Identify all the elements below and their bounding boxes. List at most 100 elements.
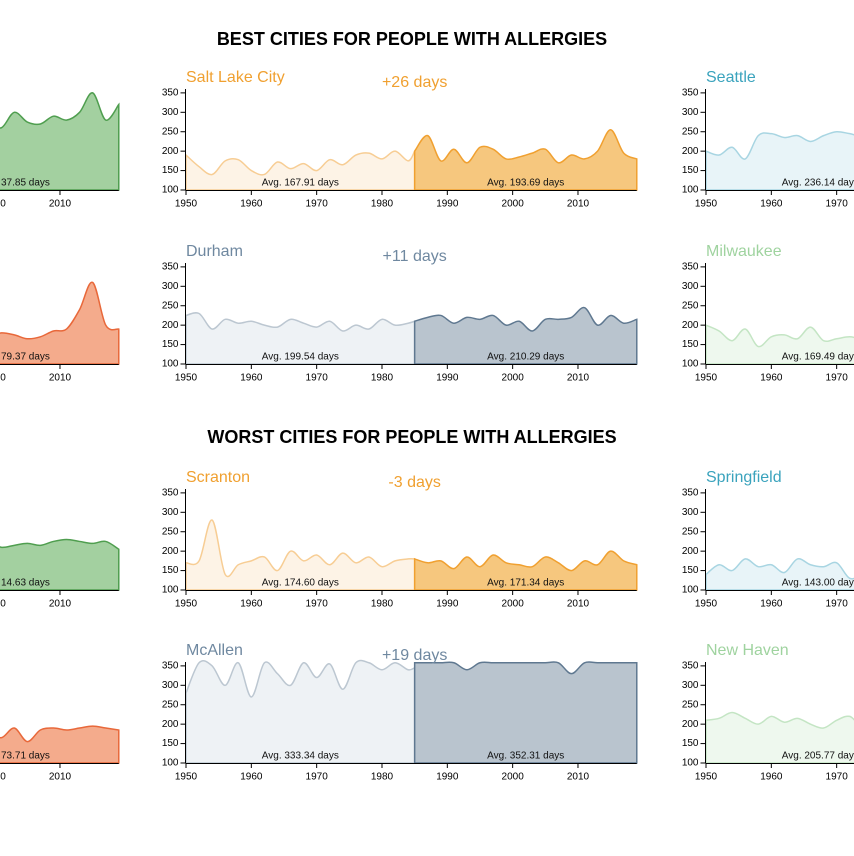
- x-tick-label: 1970: [306, 199, 329, 210]
- x-tick-label: 1980: [371, 772, 394, 783]
- change-label: -3 days: [388, 474, 440, 491]
- y-tick-label: 150: [682, 738, 699, 749]
- avg-label: 37.85 days: [1, 178, 50, 189]
- y-tick-label: 300: [682, 107, 699, 118]
- y-tick-label: 150: [682, 165, 699, 176]
- area-series: [705, 558, 854, 591]
- x-tick-label: 2010: [49, 373, 72, 384]
- x-tick-label: 1970: [826, 599, 849, 610]
- y-tick-label: 200: [682, 546, 699, 557]
- x-tick-label: 2010: [49, 599, 72, 610]
- y-tick-label: 350: [162, 88, 179, 99]
- y-tick-label: 100: [162, 758, 179, 769]
- x-tick-label: 1960: [240, 772, 263, 783]
- x-tick-label: 1950: [695, 599, 718, 610]
- x-tick-label: 2000: [502, 599, 525, 610]
- area-series: [413, 661, 638, 764]
- x-tick-label: 2000: [0, 599, 6, 610]
- y-tick-label: 100: [682, 185, 699, 196]
- area-series: [185, 519, 416, 591]
- avg-label: Avg. 205.77 days: [782, 751, 854, 762]
- y-tick-label: 150: [682, 565, 699, 576]
- section-heading: BEST CITIES FOR PEOPLE WITH ALLERGIES: [217, 29, 607, 49]
- city-name: Milwaukee: [706, 243, 782, 260]
- x-tick-label: 2000: [502, 199, 525, 210]
- avg-label: Avg. 143.00 days: [782, 578, 854, 589]
- y-tick-label: 300: [682, 680, 699, 691]
- avg-label: Avg. 174.60 days: [262, 578, 339, 589]
- x-tick-label: 2010: [567, 772, 590, 783]
- y-tick-label: 350: [162, 262, 179, 273]
- area-series: [0, 281, 120, 365]
- y-tick-label: 250: [682, 300, 699, 311]
- avg-label: Avg. 193.69 days: [487, 178, 564, 189]
- y-tick-label: 100: [162, 185, 179, 196]
- y-tick-label: 150: [162, 339, 179, 350]
- y-tick-label: 100: [682, 758, 699, 769]
- x-tick-label: 1970: [826, 772, 849, 783]
- x-tick-label: 1950: [175, 199, 198, 210]
- city-name: McAllen: [186, 642, 243, 659]
- avg-label: Avg. 333.34 days: [262, 751, 339, 762]
- y-tick-label: 350: [682, 262, 699, 273]
- area-series: [413, 550, 638, 591]
- y-tick-label: 100: [162, 359, 179, 370]
- x-tick-label: 1960: [240, 599, 263, 610]
- x-tick-label: 1960: [240, 373, 263, 384]
- city-name: New Haven: [706, 642, 789, 659]
- avg-label: Avg. 169.49 days: [782, 352, 854, 363]
- y-tick-label: 300: [162, 680, 179, 691]
- x-tick-label: 1970: [826, 373, 849, 384]
- y-tick-label: 350: [162, 661, 179, 672]
- y-tick-label: 350: [682, 661, 699, 672]
- y-tick-label: 100: [682, 585, 699, 596]
- x-tick-label: 1970: [306, 599, 329, 610]
- x-tick-label: 1950: [175, 772, 198, 783]
- city-name: Springfield: [706, 469, 782, 486]
- x-tick-label: 1990: [436, 373, 459, 384]
- x-tick-label: 1960: [760, 599, 783, 610]
- y-tick-label: 200: [162, 320, 179, 331]
- y-tick-label: 200: [682, 719, 699, 730]
- area-series: [185, 312, 416, 365]
- x-tick-label: 2000: [502, 772, 525, 783]
- y-tick-label: 250: [162, 126, 179, 137]
- y-tick-label: 300: [682, 507, 699, 518]
- y-tick-label: 350: [682, 88, 699, 99]
- city-name: Salt Lake City: [186, 69, 285, 86]
- x-tick-label: 2000: [0, 373, 6, 384]
- area-series: [0, 538, 120, 591]
- y-tick-label: 150: [162, 165, 179, 176]
- y-tick-label: 150: [682, 339, 699, 350]
- y-tick-label: 250: [162, 300, 179, 311]
- avg-label: 14.63 days: [1, 578, 50, 589]
- avg-label: Avg. 171.34 days: [487, 578, 564, 589]
- y-tick-label: 100: [682, 359, 699, 370]
- area-series: [413, 129, 638, 191]
- x-tick-label: 1950: [695, 199, 718, 210]
- x-tick-label: 1990: [436, 199, 459, 210]
- avg-label: Avg. 236.14 days: [782, 178, 854, 189]
- y-tick-label: 200: [162, 146, 179, 157]
- x-tick-label: 1960: [760, 772, 783, 783]
- y-tick-label: 350: [682, 488, 699, 499]
- x-tick-label: 1960: [240, 199, 263, 210]
- y-tick-label: 300: [682, 281, 699, 292]
- y-tick-label: 200: [162, 546, 179, 557]
- x-tick-label: 2010: [567, 599, 590, 610]
- avg-label: Avg. 199.54 days: [262, 352, 339, 363]
- x-tick-label: 1960: [760, 199, 783, 210]
- y-tick-label: 200: [682, 146, 699, 157]
- y-tick-label: 150: [162, 565, 179, 576]
- y-tick-label: 100: [162, 585, 179, 596]
- x-tick-label: 1970: [306, 772, 329, 783]
- area-series: [413, 306, 638, 365]
- x-tick-label: 1970: [826, 199, 849, 210]
- y-tick-label: 200: [682, 320, 699, 331]
- x-tick-label: 1980: [371, 373, 394, 384]
- city-name: Seattle: [706, 69, 756, 86]
- x-tick-label: 1980: [371, 599, 394, 610]
- x-tick-label: 1950: [175, 599, 198, 610]
- x-tick-label: 1950: [175, 373, 198, 384]
